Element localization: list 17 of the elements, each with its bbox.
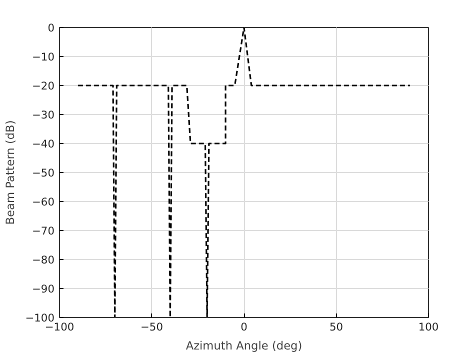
y-tick-label: 0 [48,22,55,34]
y-tick-label: −70 [32,224,55,238]
x-tick-label: −50 [140,320,164,334]
line-series [77,28,411,318]
y-tick-label: −20 [32,80,55,92]
y-axis-title: Beam Pattern (dB) [3,120,18,225]
x-tick-label: 0 [240,320,248,334]
x-tick-label: 100 [418,320,439,334]
y-tick-label: −60 [32,196,55,208]
y-tick-label: −80 [32,254,55,266]
y-tick-label: −40 [32,138,55,150]
x-tick-label: 50 [329,320,344,334]
y-tick-label: −30 [32,108,55,122]
y-tick-label: −50 [32,166,55,180]
y-tick-label: −90 [32,282,55,296]
x-axis-title: Azimuth Angle (deg) [186,338,302,352]
y-tick-label: −10 [32,50,55,64]
